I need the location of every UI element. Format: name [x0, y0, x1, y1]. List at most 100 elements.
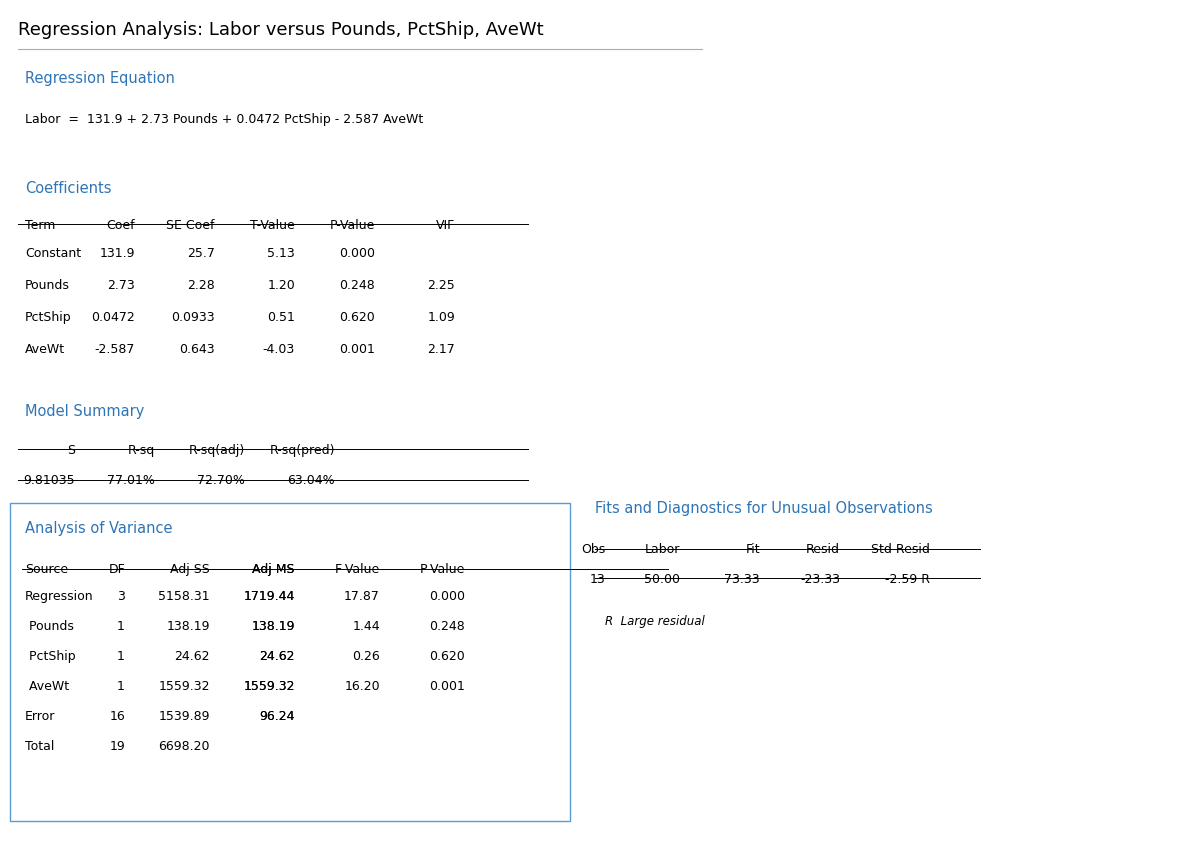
Text: 16: 16 — [109, 710, 125, 723]
Text: Labor: Labor — [644, 543, 680, 556]
Text: S: S — [67, 444, 74, 457]
Text: Pounds: Pounds — [25, 620, 74, 633]
Text: Regression Analysis: Labor versus Pounds, PctShip, AveWt: Regression Analysis: Labor versus Pounds… — [18, 21, 544, 39]
Text: R-sq(adj): R-sq(adj) — [188, 444, 245, 457]
Text: 3: 3 — [118, 590, 125, 603]
Text: 1.09: 1.09 — [427, 311, 455, 324]
Text: 24.62: 24.62 — [259, 650, 295, 663]
Text: Adj SS: Adj SS — [170, 563, 210, 576]
Text: P-Value: P-Value — [330, 219, 374, 232]
Text: 17.87: 17.87 — [344, 590, 380, 603]
Text: 1: 1 — [118, 620, 125, 633]
Text: Std Resid: Std Resid — [871, 543, 930, 556]
Text: 0.0472: 0.0472 — [91, 311, 134, 324]
Text: 1.20: 1.20 — [268, 279, 295, 292]
Text: 16.20: 16.20 — [344, 680, 380, 693]
Text: 24.62: 24.62 — [259, 650, 295, 663]
Text: Fit: Fit — [745, 543, 760, 556]
Text: 72.70%: 72.70% — [197, 474, 245, 487]
Text: 0.000: 0.000 — [340, 247, 374, 260]
Text: Error: Error — [25, 710, 55, 723]
Text: 2.25: 2.25 — [427, 279, 455, 292]
Text: 96.24: 96.24 — [259, 710, 295, 723]
Text: 0.248: 0.248 — [340, 279, 374, 292]
FancyBboxPatch shape — [258, 548, 346, 755]
Text: 24.62: 24.62 — [174, 650, 210, 663]
Text: 5158.31: 5158.31 — [158, 590, 210, 603]
FancyBboxPatch shape — [10, 503, 570, 821]
Text: 77.01%: 77.01% — [107, 474, 155, 487]
Text: 63.04%: 63.04% — [287, 474, 335, 487]
Text: AveWt: AveWt — [25, 343, 65, 356]
Text: 1539.89: 1539.89 — [158, 710, 210, 723]
Text: Coef: Coef — [107, 219, 134, 232]
Text: 2.17: 2.17 — [427, 343, 455, 356]
Text: 0.51: 0.51 — [268, 311, 295, 324]
Text: 2.28: 2.28 — [187, 279, 215, 292]
Text: 0.620: 0.620 — [430, 650, 466, 663]
Text: -23.33: -23.33 — [800, 573, 840, 586]
Text: 0.001: 0.001 — [430, 680, 466, 693]
Text: 0.0933: 0.0933 — [172, 311, 215, 324]
Text: Regression Equation: Regression Equation — [25, 71, 175, 86]
Text: Coefficients: Coefficients — [25, 181, 112, 196]
Text: AveWt: AveWt — [25, 680, 70, 693]
Text: Regression: Regression — [25, 590, 94, 603]
Text: Total: Total — [25, 740, 54, 753]
Text: T-Value: T-Value — [251, 219, 295, 232]
Text: 25.7: 25.7 — [187, 247, 215, 260]
Text: R-sq: R-sq — [127, 444, 155, 457]
Text: Adj MS: Adj MS — [252, 563, 295, 576]
Text: -4.03: -4.03 — [263, 343, 295, 356]
Text: 0.248: 0.248 — [430, 620, 466, 633]
Text: SE Coef: SE Coef — [167, 219, 215, 232]
Text: R-sq(pred): R-sq(pred) — [270, 444, 335, 457]
Text: Constant: Constant — [25, 247, 82, 260]
Text: Fits and Diagnostics for Unusual Observations: Fits and Diagnostics for Unusual Observa… — [595, 501, 932, 516]
Text: 1719.44: 1719.44 — [244, 590, 295, 603]
Text: P-Value: P-Value — [420, 563, 466, 576]
Text: 131.9: 131.9 — [100, 247, 134, 260]
Text: 138.19: 138.19 — [167, 620, 210, 633]
Text: 2.73: 2.73 — [107, 279, 134, 292]
Text: DF: DF — [108, 563, 125, 576]
Text: Source: Source — [25, 563, 68, 576]
Text: 1.44: 1.44 — [353, 620, 380, 633]
Text: 19: 19 — [109, 740, 125, 753]
Text: Adj MS: Adj MS — [252, 563, 295, 576]
Text: 5.13: 5.13 — [268, 247, 295, 260]
Text: -2.587: -2.587 — [95, 343, 134, 356]
Text: 138.19: 138.19 — [252, 620, 295, 633]
Text: 1559.32: 1559.32 — [244, 680, 295, 693]
Text: 73.33: 73.33 — [725, 573, 760, 586]
Text: Obs: Obs — [581, 543, 605, 556]
Text: 1719.44: 1719.44 — [244, 590, 295, 603]
Text: -2.59 R: -2.59 R — [886, 573, 930, 586]
Text: Pounds: Pounds — [25, 279, 70, 292]
Text: Resid: Resid — [806, 543, 840, 556]
Text: 0.26: 0.26 — [353, 650, 380, 663]
Text: 1559.32: 1559.32 — [158, 680, 210, 693]
Text: R  Large residual: R Large residual — [605, 615, 704, 628]
Text: Labor  =  131.9 + 2.73 Pounds + 0.0472 PctShip - 2.587 AveWt: Labor = 131.9 + 2.73 Pounds + 0.0472 Pct… — [25, 113, 424, 126]
Text: Model Summary: Model Summary — [25, 404, 144, 419]
Text: 0.643: 0.643 — [179, 343, 215, 356]
Text: PctShip: PctShip — [25, 650, 76, 663]
Text: 1: 1 — [118, 650, 125, 663]
Text: 6698.20: 6698.20 — [158, 740, 210, 753]
Text: Term: Term — [25, 219, 55, 232]
Text: F-Value: F-Value — [335, 563, 380, 576]
Text: 1559.32: 1559.32 — [244, 680, 295, 693]
Text: 0.000: 0.000 — [430, 590, 466, 603]
Text: 9.81035: 9.81035 — [23, 474, 74, 487]
Text: 96.24: 96.24 — [259, 710, 295, 723]
Text: 138.19: 138.19 — [252, 620, 295, 633]
Text: 50.00: 50.00 — [644, 573, 680, 586]
Text: 1: 1 — [118, 680, 125, 693]
Text: 0.620: 0.620 — [340, 311, 374, 324]
Text: 0.001: 0.001 — [340, 343, 374, 356]
Text: 13: 13 — [589, 573, 605, 586]
Text: Analysis of Variance: Analysis of Variance — [25, 521, 173, 536]
Text: VIF: VIF — [436, 219, 455, 232]
Text: PctShip: PctShip — [25, 311, 72, 324]
